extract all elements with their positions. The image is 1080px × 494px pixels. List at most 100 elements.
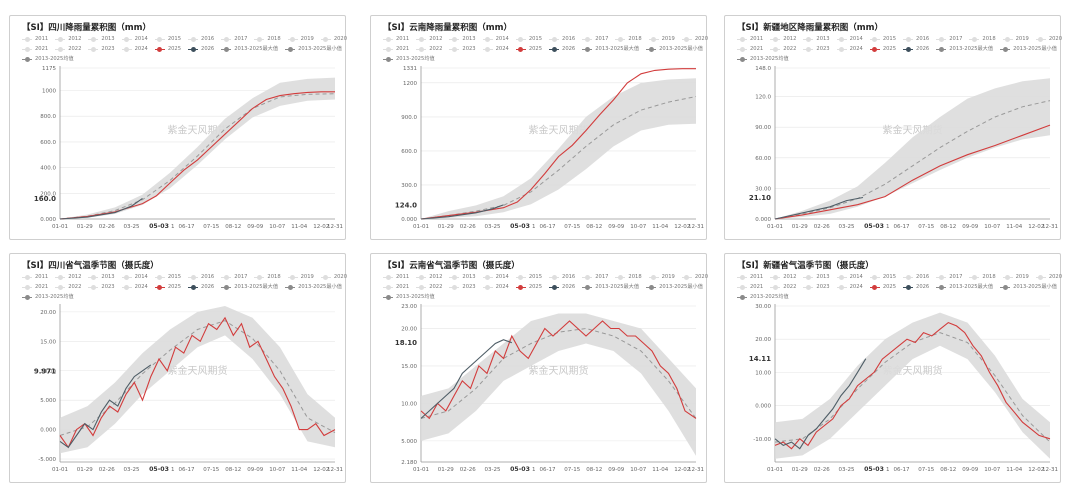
legend-item-2013-2025[interactable]: 2013-2025最大值	[936, 284, 993, 291]
legend-item-2013-2025[interactable]: 2013-2025最大值	[221, 46, 278, 53]
legend-item-2013[interactable]: 2013	[803, 274, 830, 281]
legend-item-2020[interactable]: 2020	[1035, 274, 1062, 281]
legend-item-2011[interactable]: 2011	[22, 36, 48, 43]
legend-item-2024[interactable]: 2024	[121, 46, 148, 53]
legend-item-2024[interactable]: 2024	[482, 284, 509, 291]
legend-item-2012[interactable]: 2012	[416, 274, 442, 281]
legend-item-2021[interactable]: 2021	[383, 284, 409, 291]
legend-item-2015[interactable]: 2015	[154, 274, 181, 281]
legend-item-2026[interactable]: 2026	[903, 284, 929, 291]
legend-item-2020[interactable]: 2020	[681, 274, 708, 281]
legend-item-2015[interactable]: 2015	[515, 274, 542, 281]
legend-item-2013-2025[interactable]: 2013-2025最小值	[285, 284, 342, 291]
legend-item-2011[interactable]: 2011	[22, 274, 48, 281]
legend-item-2023[interactable]: 2023	[803, 46, 830, 53]
legend-item-2016[interactable]: 2016	[188, 274, 214, 281]
legend-item-2013-2025[interactable]: 2013-2025最小值	[646, 284, 703, 291]
legend-item-2013-2025[interactable]: 2013-2025最小值	[646, 46, 703, 53]
legend-item-2014[interactable]: 2014	[121, 274, 148, 281]
legend-item-2013-2025[interactable]: 2013-2025最大值	[582, 284, 639, 291]
legend-item-2011[interactable]: 2011	[383, 36, 409, 43]
legend-item-2017[interactable]: 2017	[221, 36, 247, 43]
legend-item-2014[interactable]: 2014	[121, 36, 148, 43]
legend-item-2017[interactable]: 2017	[936, 36, 962, 43]
legend-item-2013-2025[interactable]: 2013-2025最大值	[936, 46, 993, 53]
legend-item-2016[interactable]: 2016	[188, 36, 214, 43]
legend-item-2015[interactable]: 2015	[869, 36, 896, 43]
legend-item-2026[interactable]: 2026	[903, 46, 929, 53]
legend-item-2025[interactable]: 2025	[515, 284, 542, 291]
legend-item-2012[interactable]: 2012	[416, 36, 442, 43]
legend-item-2016[interactable]: 2016	[903, 274, 929, 281]
legend-item-2013-2025[interactable]: 2013-2025最小值	[285, 46, 342, 53]
legend-item-2013-2025[interactable]: 2013-2025均值	[737, 56, 789, 63]
legend-item-2018[interactable]: 2018	[615, 274, 642, 281]
legend-item-2011[interactable]: 2011	[383, 274, 409, 281]
legend-item-2024[interactable]: 2024	[836, 284, 863, 291]
legend-item-2018[interactable]: 2018	[969, 274, 996, 281]
legend-item-2026[interactable]: 2026	[188, 46, 214, 53]
legend-item-2023[interactable]: 2023	[88, 46, 115, 53]
legend-item-2022[interactable]: 2022	[416, 284, 442, 291]
legend-item-2019[interactable]: 2019	[1002, 36, 1029, 43]
legend-item-2025[interactable]: 2025	[154, 46, 181, 53]
legend-item-2017[interactable]: 2017	[221, 274, 247, 281]
legend-item-2019[interactable]: 2019	[648, 36, 675, 43]
legend-item-2013[interactable]: 2013	[803, 36, 830, 43]
legend-item-2021[interactable]: 2021	[22, 46, 48, 53]
legend-item-2024[interactable]: 2024	[836, 46, 863, 53]
legend-item-2019[interactable]: 2019	[287, 36, 314, 43]
legend-item-2019[interactable]: 2019	[1002, 274, 1029, 281]
legend-item-2011[interactable]: 2011	[737, 36, 763, 43]
legend-item-2012[interactable]: 2012	[770, 36, 796, 43]
legend-item-2022[interactable]: 2022	[55, 46, 81, 53]
legend-item-2013-2025[interactable]: 2013-2025最小值	[1000, 284, 1057, 291]
legend-item-2014[interactable]: 2014	[836, 274, 863, 281]
legend-item-2020[interactable]: 2020	[1035, 36, 1062, 43]
legend-item-2014[interactable]: 2014	[482, 36, 509, 43]
legend-item-2024[interactable]: 2024	[482, 46, 509, 53]
legend-item-2018[interactable]: 2018	[254, 274, 281, 281]
legend-item-2017[interactable]: 2017	[936, 274, 962, 281]
legend-item-2020[interactable]: 2020	[681, 36, 708, 43]
legend-item-2013-2025[interactable]: 2013-2025均值	[383, 294, 435, 301]
legend-item-2018[interactable]: 2018	[615, 36, 642, 43]
legend-item-2015[interactable]: 2015	[154, 36, 181, 43]
legend-item-2018[interactable]: 2018	[254, 36, 281, 43]
legend-item-2023[interactable]: 2023	[449, 284, 476, 291]
legend-item-2019[interactable]: 2019	[648, 274, 675, 281]
legend-item-2023[interactable]: 2023	[803, 284, 830, 291]
legend-item-2021[interactable]: 2021	[22, 284, 48, 291]
legend-item-2015[interactable]: 2015	[869, 274, 896, 281]
legend-item-2016[interactable]: 2016	[549, 274, 575, 281]
legend-item-2016[interactable]: 2016	[549, 36, 575, 43]
legend-item-2013-2025[interactable]: 2013-2025均值	[22, 294, 74, 301]
legend-item-2025[interactable]: 2025	[154, 284, 181, 291]
legend-item-2017[interactable]: 2017	[582, 36, 608, 43]
legend-item-2023[interactable]: 2023	[88, 284, 115, 291]
legend-item-2015[interactable]: 2015	[515, 36, 542, 43]
legend-item-2012[interactable]: 2012	[770, 274, 796, 281]
legend-item-2024[interactable]: 2024	[121, 284, 148, 291]
legend-item-2022[interactable]: 2022	[55, 284, 81, 291]
legend-item-2026[interactable]: 2026	[549, 284, 575, 291]
legend-item-2020[interactable]: 2020	[320, 36, 347, 43]
legend-item-2022[interactable]: 2022	[770, 284, 796, 291]
legend-item-2022[interactable]: 2022	[770, 46, 796, 53]
legend-item-2016[interactable]: 2016	[903, 36, 929, 43]
legend-item-2021[interactable]: 2021	[737, 46, 763, 53]
legend-item-2021[interactable]: 2021	[737, 284, 763, 291]
legend-item-2013[interactable]: 2013	[449, 36, 476, 43]
legend-item-2018[interactable]: 2018	[969, 36, 996, 43]
legend-item-2013[interactable]: 2013	[88, 36, 115, 43]
legend-item-2022[interactable]: 2022	[416, 46, 442, 53]
legend-item-2023[interactable]: 2023	[449, 46, 476, 53]
legend-item-2013-2025[interactable]: 2013-2025均值	[383, 56, 435, 63]
legend-item-2012[interactable]: 2012	[55, 36, 81, 43]
legend-item-2013-2025[interactable]: 2013-2025均值	[22, 56, 74, 63]
legend-item-2025[interactable]: 2025	[869, 284, 896, 291]
legend-item-2014[interactable]: 2014	[482, 274, 509, 281]
legend-item-2013[interactable]: 2013	[88, 274, 115, 281]
legend-item-2025[interactable]: 2025	[515, 46, 542, 53]
legend-item-2013-2025[interactable]: 2013-2025最大值	[582, 46, 639, 53]
